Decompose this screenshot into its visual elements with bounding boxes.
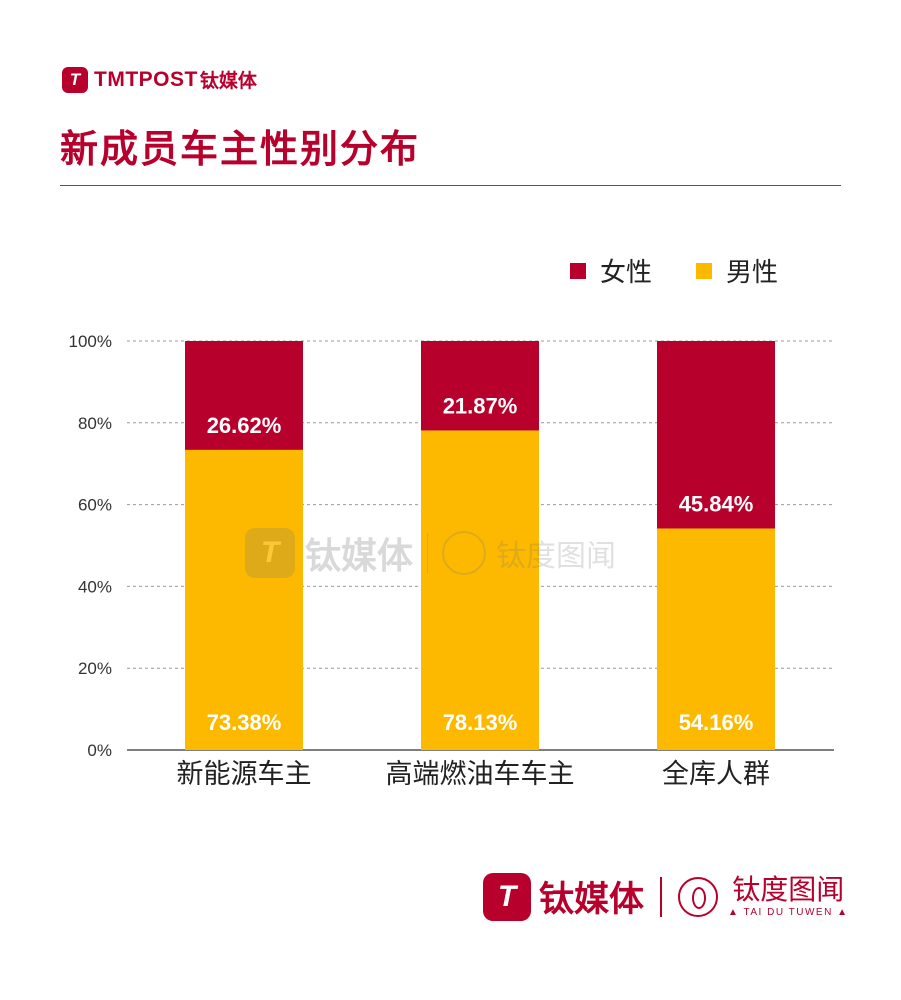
y-tick-label-40: 40% xyxy=(78,577,112,596)
legend-label-female: 女性 xyxy=(600,258,653,288)
chart-legend: 女性 男性 xyxy=(570,252,778,289)
footer-divider xyxy=(660,876,663,917)
y-tick-label-80: 80% xyxy=(78,414,112,433)
watermark-divider xyxy=(427,533,429,573)
taidu-tuwen-logo: 钛度图闻 ▲ TAI DU TUWEN ▲ xyxy=(678,872,849,920)
tmtpost-logo-icon: T xyxy=(62,66,88,93)
x-category-label-0: 新能源车主 xyxy=(177,759,312,790)
x-category-label-2: 全库人群 xyxy=(662,759,770,790)
title-divider xyxy=(60,185,841,186)
watermark-partner-cn: 钛度图闻 xyxy=(496,539,617,574)
brand-name-cn: 钛媒体 xyxy=(199,70,257,92)
legend-swatch-female xyxy=(570,262,586,279)
watermark-eye-icon xyxy=(442,531,487,575)
tmtpost-header-logo: T TMTPOST 钛媒体 xyxy=(62,66,257,93)
legend-label-male: 男性 xyxy=(726,258,779,288)
bar-female-0 xyxy=(185,341,303,450)
brand-name-en: TMTPOST xyxy=(94,67,198,91)
footer-partner-en: ▲ TAI DU TUWEN ▲ xyxy=(728,906,849,918)
eye-icon xyxy=(678,876,719,917)
page-title: 新成员车主性别分布 xyxy=(60,127,421,171)
data-label-female-2: 45.84% xyxy=(679,491,754,516)
legend-item-female: 女性 xyxy=(570,252,652,289)
data-label-male-2: 54.16% xyxy=(679,710,754,735)
tmtpost-footer-logo-icon: T xyxy=(483,872,531,921)
footer-logos: T 钛媒体 钛度图闻 ▲ TAI DU TUWEN ▲ xyxy=(483,871,848,922)
data-label-male-1: 78.13% xyxy=(443,710,518,735)
bar-female-1 xyxy=(421,341,539,431)
legend-item-male: 男性 xyxy=(696,252,778,289)
data-label-female-1: 21.87% xyxy=(443,393,518,418)
bar-female-2 xyxy=(657,341,775,529)
bar-male-0 xyxy=(185,449,303,750)
y-tick-label-60: 60% xyxy=(78,496,112,515)
bar-male-2 xyxy=(657,528,775,750)
x-category-label-1: 高端燃油车车主 xyxy=(386,759,575,790)
footer-partner-cn: 钛度图闻 xyxy=(732,872,845,906)
legend-swatch-male xyxy=(696,262,713,279)
y-tick-label-100: 100% xyxy=(69,332,112,351)
watermark-logo-icon: T xyxy=(245,528,295,578)
data-label-male-0: 73.38% xyxy=(207,710,282,735)
bar-male-1 xyxy=(421,430,539,750)
y-tick-label-0: 0% xyxy=(87,741,112,760)
footer-brand-cn: 钛媒体 xyxy=(539,880,645,920)
y-tick-label-20: 20% xyxy=(78,659,112,678)
data-label-female-0: 26.62% xyxy=(207,413,282,438)
watermark-brand-cn: 钛媒体 xyxy=(305,536,414,577)
watermark: T 钛媒体 钛度图闻 xyxy=(245,527,616,579)
